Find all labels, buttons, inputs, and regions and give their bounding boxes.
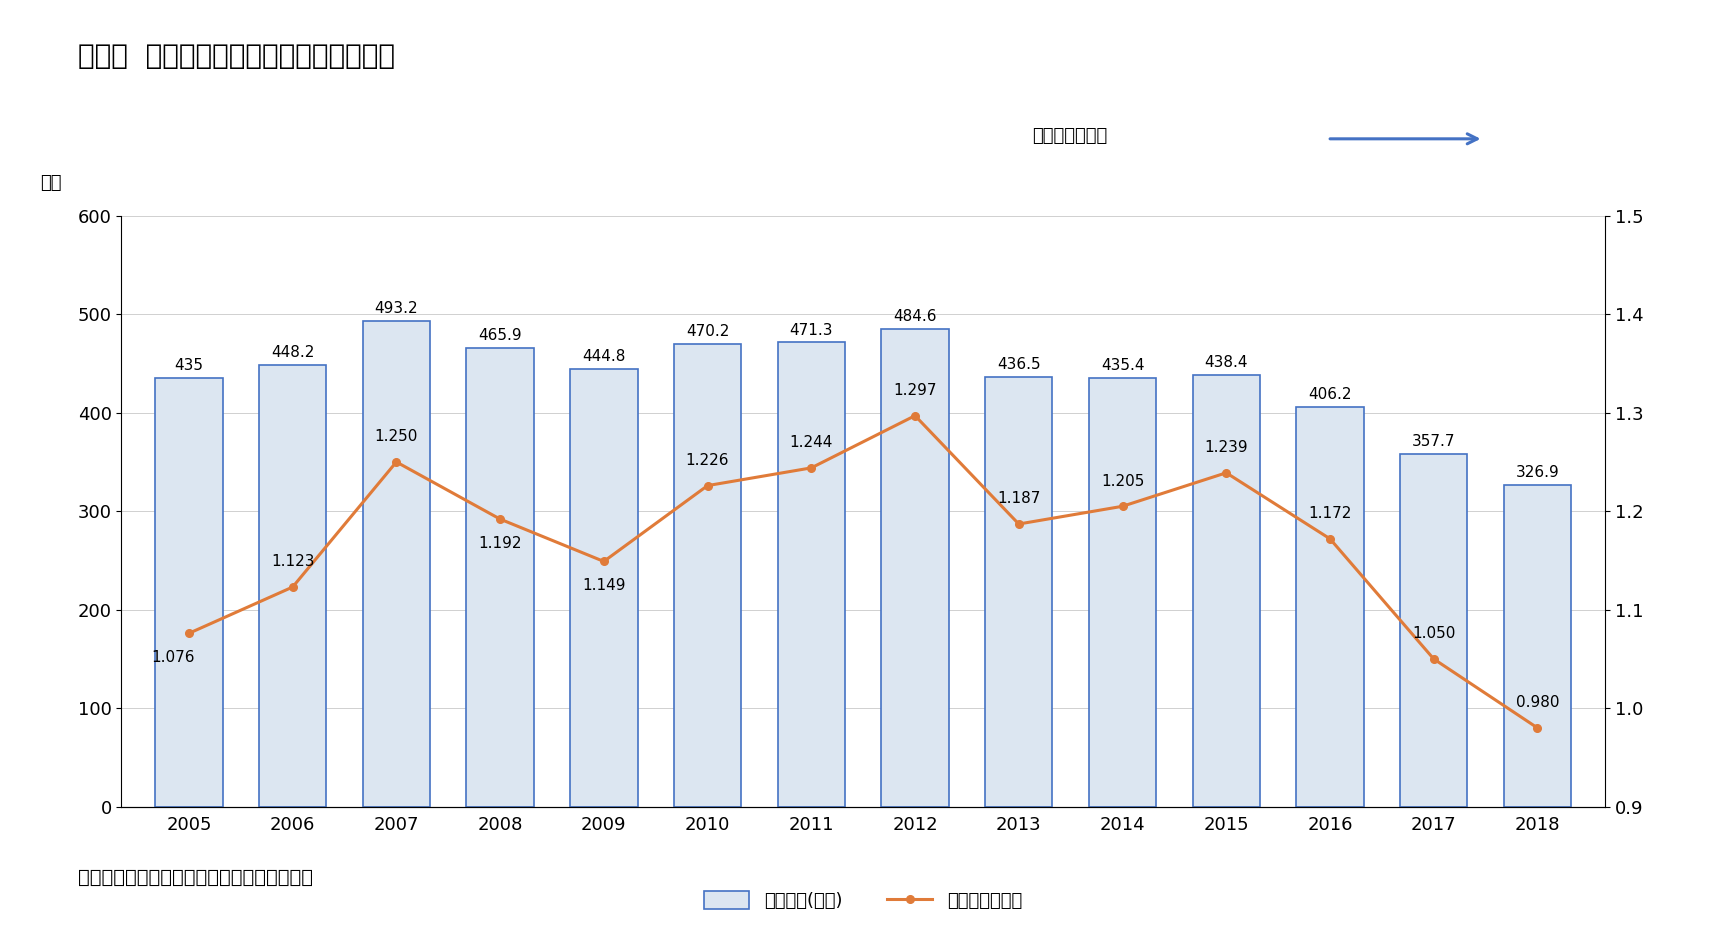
Text: 1.149: 1.149 — [581, 578, 626, 593]
Text: 326.9: 326.9 — [1516, 465, 1560, 480]
Text: 1.123: 1.123 — [271, 554, 314, 569]
Text: 406.2: 406.2 — [1308, 386, 1352, 401]
Bar — [985, 377, 1053, 807]
Text: 1.226: 1.226 — [685, 453, 729, 468]
Bar — [1192, 375, 1260, 807]
Text: 493.2: 493.2 — [375, 301, 418, 316]
Legend: 出生児数(千人), 合計特殊出生率: 出生児数(千人), 合計特殊出生率 — [697, 884, 1029, 917]
Text: 357.7: 357.7 — [1412, 434, 1456, 449]
Text: 444.8: 444.8 — [583, 349, 626, 364]
Text: 471.3: 471.3 — [789, 323, 833, 338]
Text: 465.9: 465.9 — [479, 328, 522, 343]
Bar — [881, 329, 949, 807]
Text: 435.4: 435.4 — [1100, 358, 1145, 373]
Bar — [673, 343, 741, 807]
Text: 0.980: 0.980 — [1516, 695, 1560, 710]
Text: 図表５  韓国における最新の出生率の動向: 図表５ 韓国における最新の出生率の動向 — [78, 42, 396, 70]
Bar — [259, 365, 326, 807]
Text: 484.6: 484.6 — [894, 310, 937, 325]
Text: 合計特殊出生率: 合計特殊出生率 — [1032, 127, 1107, 145]
Text: 1.244: 1.244 — [789, 435, 833, 450]
Bar — [467, 348, 534, 807]
Bar — [1400, 454, 1468, 807]
Text: 1.187: 1.187 — [998, 492, 1041, 507]
Text: 1.250: 1.250 — [375, 430, 418, 445]
Bar — [1504, 485, 1572, 807]
Text: 438.4: 438.4 — [1204, 355, 1247, 370]
Bar — [777, 342, 845, 807]
Bar — [1090, 378, 1156, 807]
Text: 1.239: 1.239 — [1204, 440, 1247, 455]
Bar — [571, 369, 637, 807]
Text: 436.5: 436.5 — [998, 356, 1041, 371]
Text: 千人: 千人 — [40, 174, 61, 192]
Bar — [1296, 406, 1364, 807]
Text: 1.050: 1.050 — [1412, 627, 1456, 642]
Text: 1.076: 1.076 — [151, 650, 194, 665]
Bar — [363, 321, 430, 807]
Text: 448.2: 448.2 — [271, 345, 314, 360]
Text: 1.297: 1.297 — [894, 383, 937, 398]
Text: 1.205: 1.205 — [1100, 474, 1143, 489]
Text: 1.172: 1.172 — [1308, 507, 1352, 522]
Text: 1.192: 1.192 — [479, 536, 522, 551]
Text: 435: 435 — [175, 358, 203, 373]
Text: 470.2: 470.2 — [685, 324, 729, 339]
Text: 資料）韓国統計庁ホームページより筆者作成: 資料）韓国統計庁ホームページより筆者作成 — [78, 868, 312, 886]
Bar — [154, 378, 222, 807]
